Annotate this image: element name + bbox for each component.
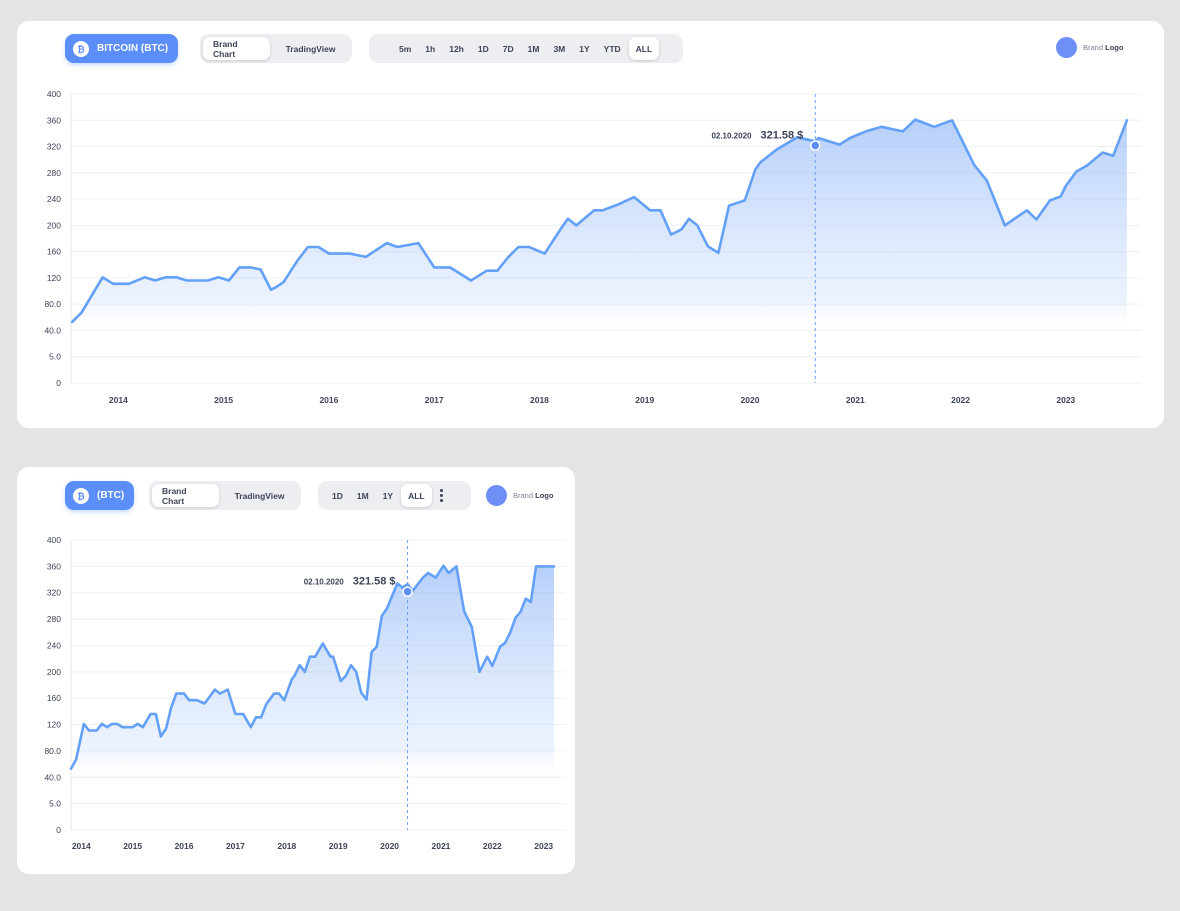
- x-tick-label: 2022: [951, 395, 970, 405]
- y-tick-label: 160: [47, 247, 61, 257]
- time-range-5m[interactable]: 5m: [399, 43, 412, 54]
- price-area-fill: [72, 119, 1127, 333]
- brand-text-bold: Logo: [535, 491, 554, 500]
- brand-text: Brand: [513, 491, 534, 500]
- tab-tradingview[interactable]: TradingView: [285, 43, 336, 54]
- coin-label: (BTC): [97, 490, 125, 501]
- brand-text-bold: Logo: [1105, 43, 1124, 52]
- price-line: [69, 564, 556, 770]
- bitcoin-icon: ₿: [73, 40, 89, 57]
- time-range-1m[interactable]: 1M: [527, 43, 540, 54]
- chart-source-tabs: Brand Chart TradingView: [200, 34, 352, 63]
- y-tick-label: 5.0: [49, 799, 61, 809]
- y-tick-label: 0: [56, 378, 61, 388]
- y-tick-label: 400: [47, 535, 61, 545]
- chart-source-tabs: Brand Chart TradingView: [149, 481, 301, 510]
- chart-card-large: ₿ BITCOIN (BTC) Brand Chart TradingView …: [17, 21, 1164, 428]
- x-tick-label: 2015: [123, 841, 142, 851]
- price-line: [70, 118, 1129, 324]
- time-range-1y[interactable]: 1Y: [382, 490, 394, 501]
- coin-selector-button[interactable]: ₿ (BTC): [65, 481, 135, 510]
- time-range-all[interactable]: ALL: [628, 37, 660, 60]
- time-range-tabs: 1D 1M 1Y ALL: [318, 481, 471, 510]
- crosshair-point[interactable]: [810, 140, 821, 151]
- x-tick-label: 2021: [431, 841, 450, 851]
- x-tick-label: 2019: [635, 395, 654, 405]
- x-tick-label: 2014: [72, 841, 91, 851]
- time-range-1y[interactable]: 1Y: [579, 43, 590, 54]
- bitcoin-icon: ₿: [73, 487, 89, 504]
- y-tick-label: 400: [47, 89, 61, 99]
- time-range-tabs: 5m 1h 12h 1D 7D 1M 3M 1Y YTD ALL: [369, 34, 683, 63]
- y-tick-label: 80.0: [44, 299, 61, 309]
- x-tick-label: 2022: [483, 841, 502, 851]
- price-chart[interactable]: 0 5.0 40.0 80.0 120 160 200 240 280 320 360 400 2014…: [17, 467, 575, 874]
- time-range-1m[interactable]: 1M: [356, 490, 369, 501]
- coin-selector-button[interactable]: ₿ BITCOIN (BTC): [65, 34, 179, 63]
- time-range-7d[interactable]: 7D: [502, 43, 514, 54]
- tooltip-date: 02.10.2020: [304, 578, 345, 587]
- y-tick-label: 200: [47, 667, 61, 677]
- crosshair-point[interactable]: [402, 586, 413, 597]
- svg-text:₿: ₿: [77, 491, 84, 501]
- y-tick-label: 280: [47, 168, 61, 178]
- y-tick-label: 240: [47, 640, 61, 650]
- x-tick-label: 2020: [380, 841, 399, 851]
- brand-text: Brand: [1083, 43, 1104, 52]
- brand-logo: Brand Logo: [1056, 37, 1123, 58]
- toolbar: ₿ (BTC) Brand Chart TradingView 1D 1M 1Y AL…: [17, 467, 575, 527]
- price-chart[interactable]: 0 5.0 40.0 80.0 120 160 200 240 280 320 360 400 2014…: [17, 21, 1164, 428]
- x-tick-label: 2021: [846, 395, 865, 405]
- x-tick-label: 2018: [530, 395, 549, 405]
- tab-tradingview[interactable]: TradingView: [234, 490, 285, 501]
- x-tick-label: 2016: [175, 841, 194, 851]
- tab-brand-chart[interactable]: Brand Chart: [203, 37, 271, 60]
- x-tick-label: 2023: [534, 841, 553, 851]
- time-range-3m[interactable]: 3M: [553, 43, 566, 54]
- x-tick-label: 2017: [226, 841, 245, 851]
- x-tick-label: 2019: [329, 841, 348, 851]
- time-range-12h[interactable]: 12h: [449, 43, 464, 54]
- x-tick-label: 2016: [319, 395, 338, 405]
- tooltip-price: 321.58 $: [353, 576, 396, 588]
- time-range-1h[interactable]: 1h: [425, 43, 436, 54]
- y-tick-label: 5.0: [49, 352, 61, 362]
- y-tick-label: 0: [56, 825, 61, 835]
- tooltip-date: 02.10.2020: [711, 132, 752, 141]
- x-tick-label: 2015: [214, 395, 233, 405]
- time-range-1d[interactable]: 1D: [332, 490, 343, 501]
- x-tick-label: 2020: [741, 395, 760, 405]
- y-tick-label: 120: [47, 720, 61, 730]
- tab-brand-chart[interactable]: Brand Chart: [152, 484, 220, 507]
- time-range-all[interactable]: ALL: [401, 484, 432, 507]
- price-area-fill: [71, 565, 554, 780]
- y-tick-label: 360: [47, 561, 61, 571]
- chart-card-small: ₿ (BTC) Brand Chart TradingView 1D 1M 1Y AL…: [17, 467, 575, 874]
- brand-logo-icon: [486, 485, 507, 506]
- y-tick-label: 120: [47, 273, 61, 283]
- x-tick-label: 2014: [109, 395, 128, 405]
- y-tick-label: 40.0: [44, 325, 61, 335]
- more-vertical-icon[interactable]: [434, 489, 451, 502]
- coin-label: BITCOIN (BTC): [97, 43, 169, 54]
- x-tick-label: 2018: [277, 841, 296, 851]
- svg-text:₿: ₿: [77, 44, 84, 54]
- y-tick-label: 80.0: [44, 746, 61, 756]
- y-tick-label: 40.0: [44, 772, 61, 782]
- y-tick-label: 280: [47, 614, 61, 624]
- x-tick-label: 2017: [425, 395, 444, 405]
- time-range-ytd[interactable]: YTD: [603, 43, 621, 54]
- toolbar: ₿ BITCOIN (BTC) Brand Chart TradingView …: [17, 21, 1164, 81]
- tooltip-price: 321.58 $: [760, 130, 803, 142]
- y-tick-label: 240: [47, 194, 61, 204]
- brand-logo: Brand Logo: [486, 485, 553, 506]
- brand-logo-icon: [1056, 37, 1077, 58]
- y-tick-label: 360: [47, 115, 61, 125]
- y-tick-label: 320: [47, 142, 61, 152]
- y-tick-label: 160: [47, 693, 61, 703]
- time-range-1d[interactable]: 1D: [477, 43, 489, 54]
- x-tick-label: 2023: [1056, 395, 1075, 405]
- y-tick-label: 200: [47, 220, 61, 230]
- y-tick-label: 320: [47, 588, 61, 598]
